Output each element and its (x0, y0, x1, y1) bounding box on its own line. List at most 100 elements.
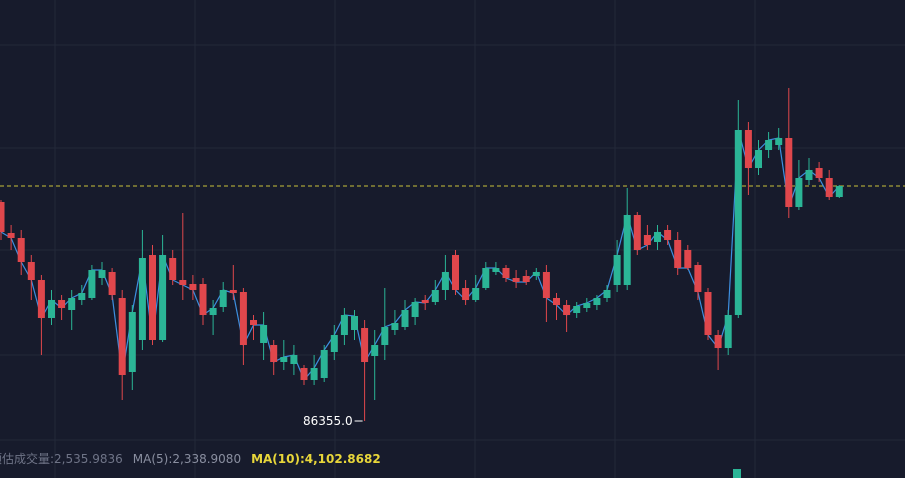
candle (128, 305, 136, 390)
candle-body (159, 255, 167, 340)
candle-body (664, 230, 672, 240)
candle-body (431, 290, 439, 302)
candle (603, 285, 611, 302)
candle (835, 185, 843, 198)
candle (563, 300, 571, 332)
candle (98, 262, 106, 285)
candle (401, 300, 409, 330)
candle-body (532, 272, 540, 276)
candle-body (58, 300, 66, 308)
candle (785, 88, 793, 218)
candle (462, 280, 470, 305)
candle-body (785, 138, 793, 207)
candle-body (815, 168, 823, 178)
candle (482, 262, 490, 290)
candle-body (371, 345, 379, 356)
close-line (0, 129, 840, 382)
candle (78, 285, 86, 305)
candle-body (714, 335, 722, 348)
candle (169, 250, 177, 285)
candle-body (108, 272, 116, 295)
candle (381, 288, 389, 360)
candle (502, 265, 510, 282)
candle (421, 295, 429, 310)
candle-body (502, 268, 510, 278)
candle-body (542, 272, 550, 298)
candle (300, 365, 308, 385)
candle-body (674, 240, 682, 268)
candle (229, 265, 237, 300)
candle (643, 225, 651, 250)
candle (522, 270, 530, 285)
candle-body (492, 268, 500, 272)
candle-body (239, 292, 247, 345)
candle-body (0, 202, 5, 232)
candle-body (684, 250, 692, 268)
candle (391, 310, 399, 335)
candle-body (290, 355, 298, 364)
candle-body (229, 290, 237, 293)
candle (452, 250, 459, 295)
candle (310, 355, 318, 385)
candle (825, 170, 833, 200)
candle-body (260, 325, 268, 343)
candle-body (411, 302, 419, 317)
candle (371, 330, 379, 400)
candle-body (613, 255, 621, 285)
candle (411, 298, 419, 325)
candle-body (78, 293, 86, 300)
candle (138, 230, 146, 350)
candle (744, 122, 752, 195)
candle (512, 270, 520, 288)
candle-body (310, 368, 318, 380)
candle-body (694, 265, 702, 292)
candle-body (583, 303, 591, 308)
candle (583, 298, 591, 312)
candle-body (320, 350, 328, 378)
candle (532, 268, 540, 280)
candle-body (472, 288, 480, 300)
candle (149, 245, 156, 345)
candle-body (138, 258, 146, 340)
candle-body (573, 306, 581, 313)
candle (765, 132, 773, 158)
candle-body (755, 150, 762, 168)
candle-body (351, 316, 358, 330)
candle (684, 245, 692, 270)
volume-stat: MA(5):2,338.9080 (133, 452, 241, 466)
candle-body (512, 278, 520, 282)
candle (189, 275, 197, 300)
candle-body (48, 300, 55, 318)
candle (694, 262, 702, 300)
candle-body (209, 308, 217, 315)
candle-body (603, 290, 611, 298)
candle (17, 230, 25, 275)
candle-body (482, 268, 490, 288)
candle-body (27, 262, 35, 280)
candle-body (381, 327, 389, 345)
candle-body (280, 357, 288, 362)
candle-body (7, 233, 15, 238)
candle-body (98, 270, 106, 278)
candle (199, 278, 207, 325)
candle (593, 295, 601, 310)
candle-body (775, 138, 783, 145)
candle (351, 310, 358, 340)
candle (441, 255, 449, 300)
candle-body (199, 284, 207, 315)
low-label: 86355.0 (303, 414, 353, 428)
candle-body (361, 328, 369, 362)
candle-body (189, 284, 197, 290)
candle (472, 275, 480, 302)
candle (431, 280, 439, 305)
candle (48, 290, 55, 325)
candle-body (421, 300, 429, 303)
candle-body (522, 276, 530, 282)
candle-body (88, 270, 96, 298)
candle (290, 345, 298, 375)
candle-body (169, 258, 177, 280)
candle-body (330, 335, 338, 352)
candle (623, 188, 631, 290)
